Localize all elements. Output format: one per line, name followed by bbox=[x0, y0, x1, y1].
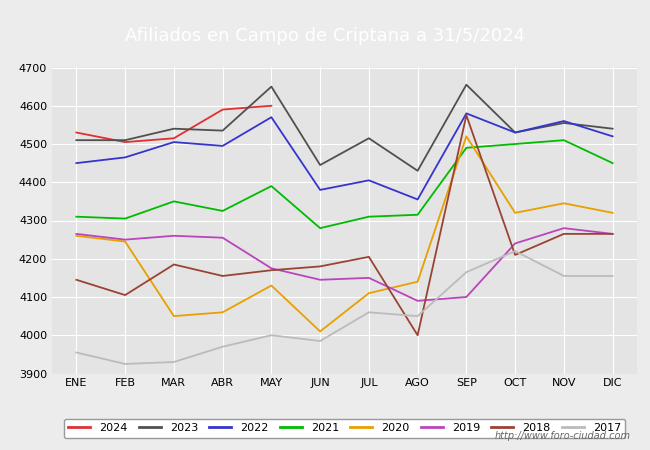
Text: http://www.foro-ciudad.com: http://www.foro-ciudad.com bbox=[495, 431, 630, 441]
Legend: 2024, 2023, 2022, 2021, 2020, 2019, 2018, 2017: 2024, 2023, 2022, 2021, 2020, 2019, 2018… bbox=[64, 419, 625, 438]
Text: Afiliados en Campo de Criptana a 31/5/2024: Afiliados en Campo de Criptana a 31/5/20… bbox=[125, 27, 525, 45]
